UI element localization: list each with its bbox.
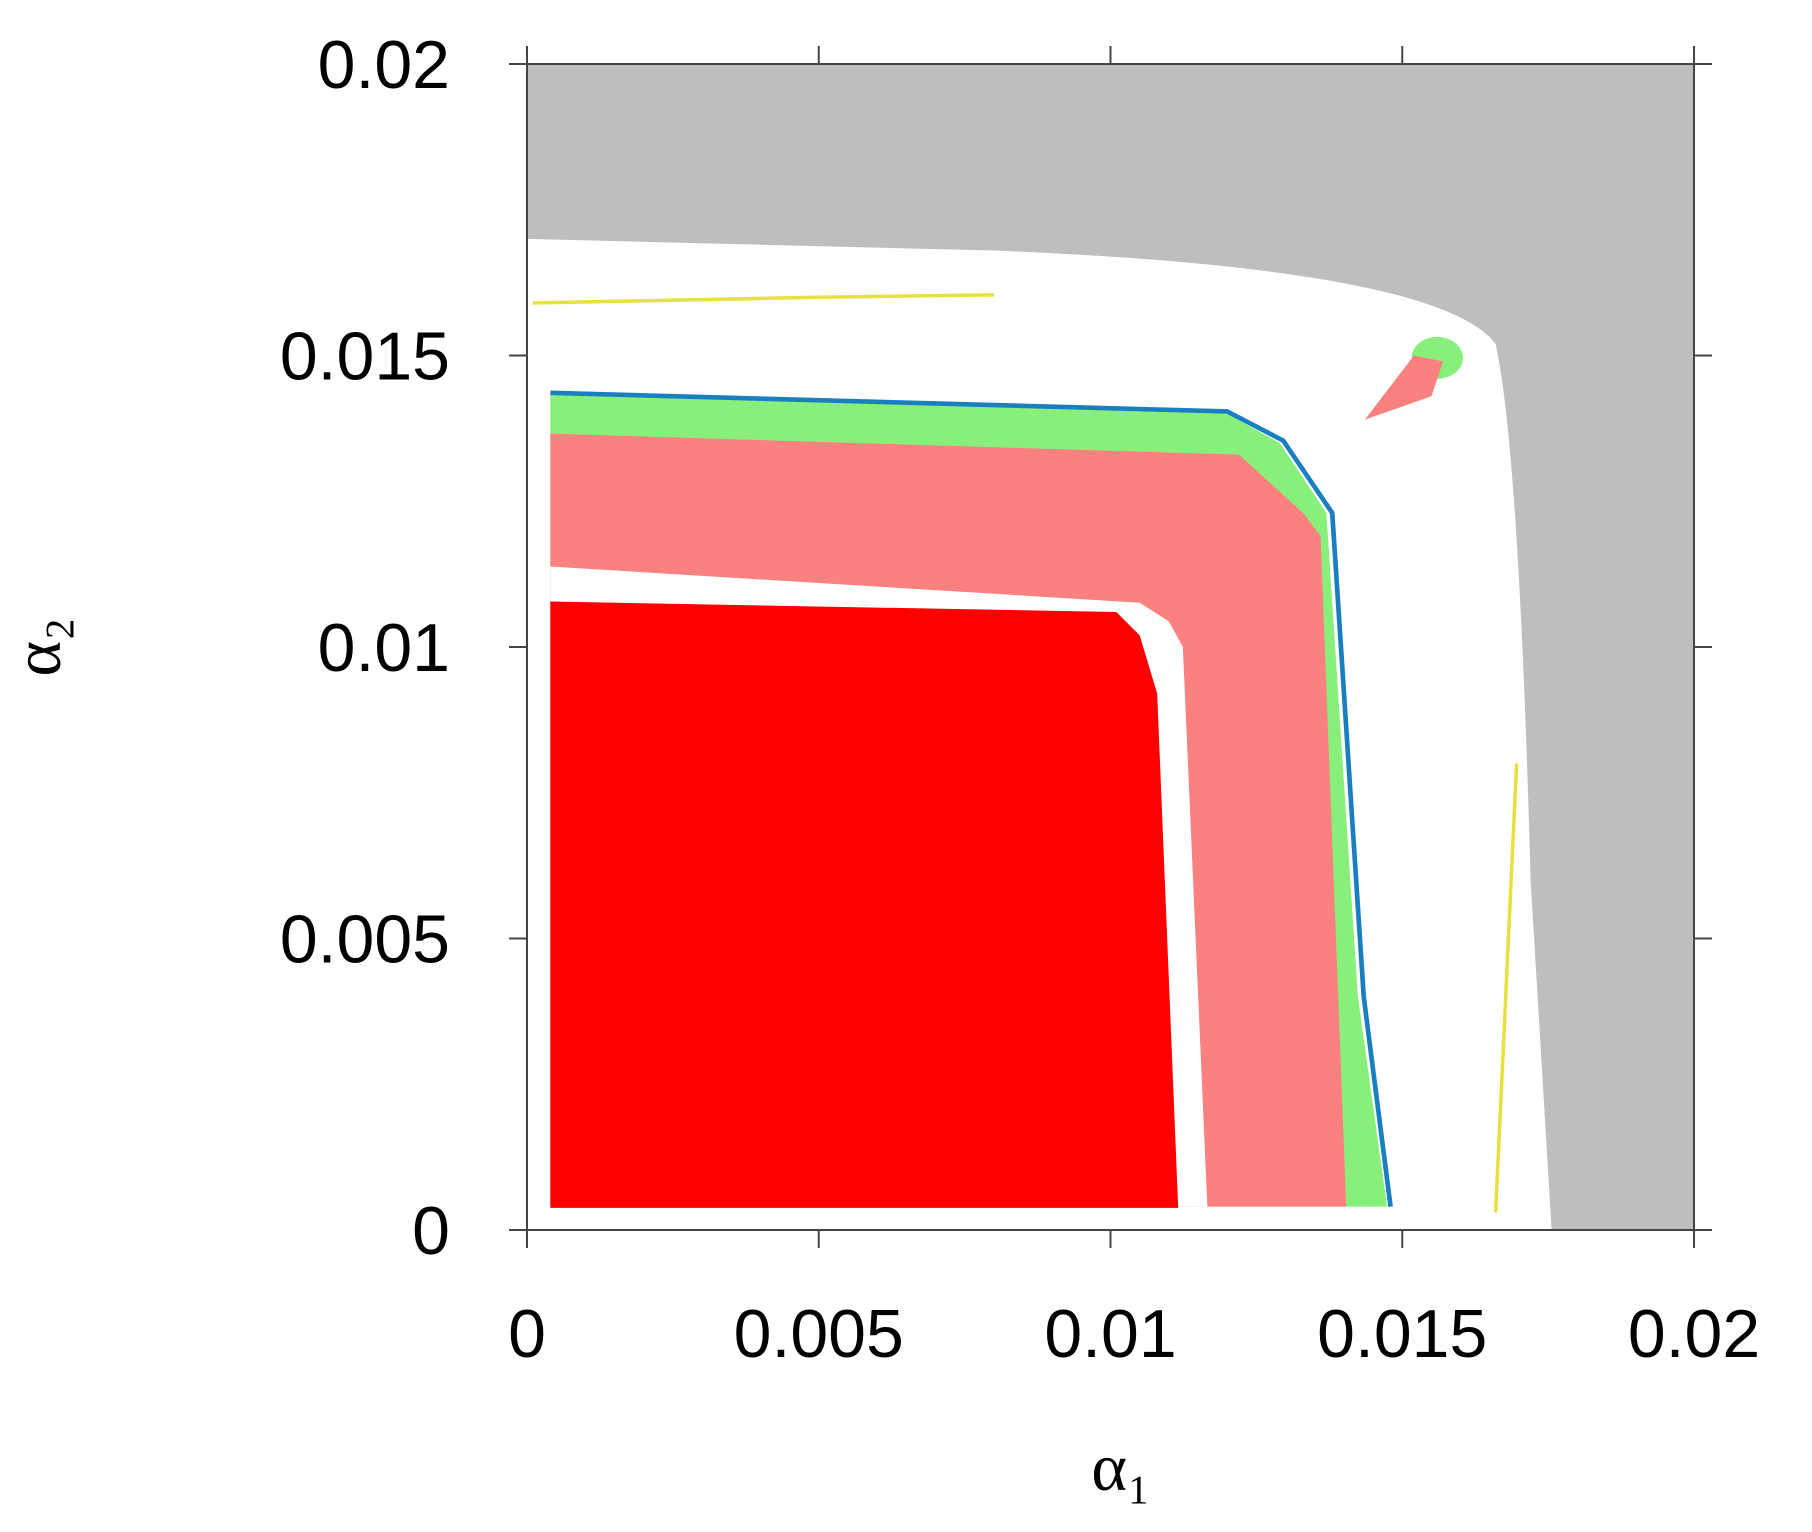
y-tick-label: 0.005 bbox=[280, 902, 450, 978]
x-tick-label: 0.015 bbox=[1317, 1296, 1487, 1372]
yellow-line bbox=[532, 293, 994, 305]
x-tick-label: 0.005 bbox=[734, 1296, 904, 1372]
x-axis-title: α₁ bbox=[1091, 1429, 1150, 1505]
y-tick-label: 0 bbox=[412, 1193, 450, 1269]
yellow-line bbox=[1493, 763, 1519, 1213]
y-tick-label: 0.01 bbox=[318, 610, 450, 686]
region-map bbox=[527, 64, 1694, 1230]
x-tick-label: 0.01 bbox=[1044, 1296, 1176, 1372]
y-tick-label: 0.015 bbox=[280, 319, 450, 395]
blue-edge bbox=[550, 390, 1393, 1207]
y-tick-label: 0.02 bbox=[318, 27, 450, 103]
red-region bbox=[550, 601, 1179, 1208]
y-axis-title: α₂ bbox=[0, 617, 75, 676]
salmon-blob bbox=[1364, 355, 1444, 420]
x-tick-label: 0.02 bbox=[1628, 1296, 1760, 1372]
x-tick-label: 0 bbox=[508, 1296, 546, 1372]
